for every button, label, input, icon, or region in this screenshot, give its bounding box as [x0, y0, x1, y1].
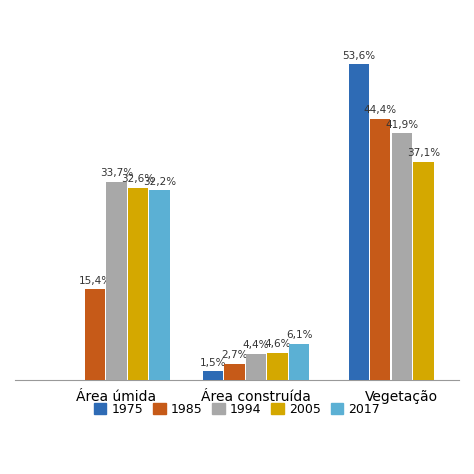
Bar: [149, 191, 170, 380]
Bar: [267, 353, 288, 380]
Bar: [224, 364, 245, 380]
Text: 53,6%: 53,6%: [342, 51, 375, 61]
Text: 1,5%: 1,5%: [200, 357, 226, 367]
Bar: [413, 162, 434, 380]
Text: 37,1%: 37,1%: [407, 148, 440, 158]
Text: 4,4%: 4,4%: [243, 340, 269, 350]
Text: 6,1%: 6,1%: [286, 330, 312, 340]
Text: 15,4%: 15,4%: [78, 276, 111, 286]
Text: 4,6%: 4,6%: [264, 339, 291, 349]
Text: 44,4%: 44,4%: [364, 105, 397, 115]
Text: 2,7%: 2,7%: [221, 350, 248, 360]
Text: 32,2%: 32,2%: [143, 177, 176, 187]
Bar: [246, 354, 266, 380]
Bar: [370, 118, 391, 380]
Bar: [128, 188, 148, 380]
Bar: [106, 182, 127, 380]
Bar: [289, 344, 310, 380]
Text: 41,9%: 41,9%: [385, 120, 419, 130]
Text: 32,6%: 32,6%: [121, 174, 155, 184]
Bar: [203, 371, 223, 380]
Text: 33,7%: 33,7%: [100, 168, 133, 178]
Legend: 1975, 1985, 1994, 2005, 2017: 1975, 1985, 1994, 2005, 2017: [89, 398, 385, 421]
Bar: [349, 64, 369, 380]
Bar: [392, 133, 412, 380]
Bar: [85, 289, 105, 380]
